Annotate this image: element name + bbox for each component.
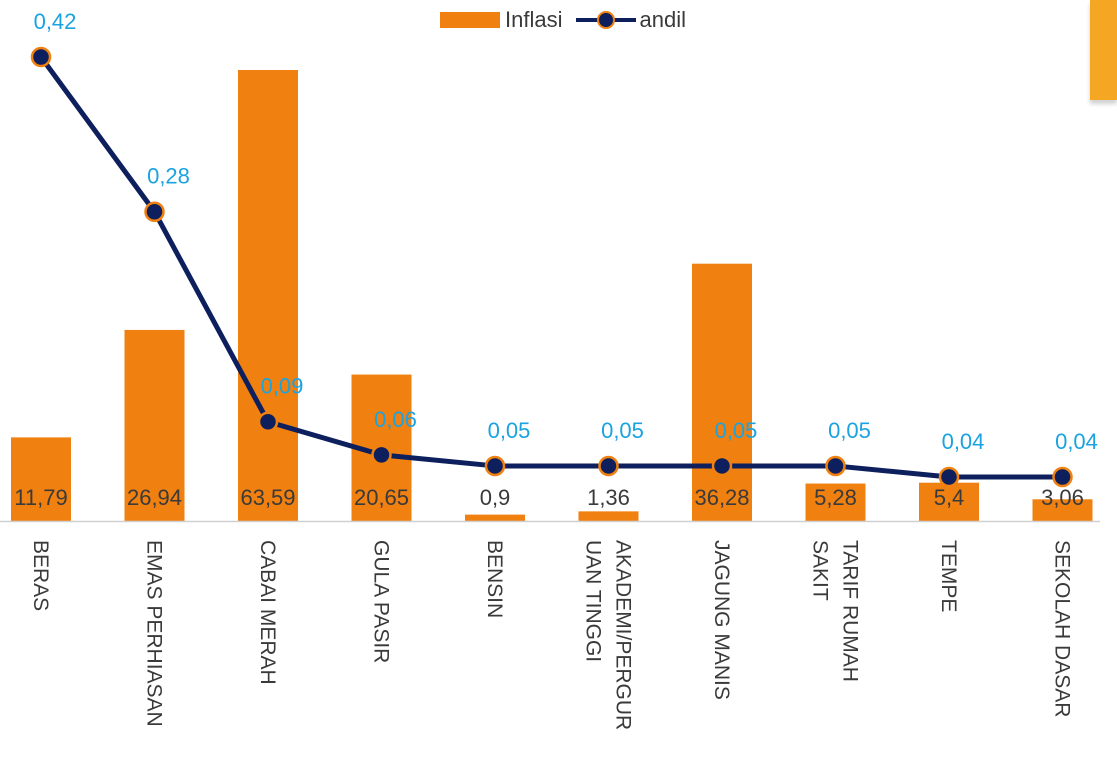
bar-value-label: 0,9 [480, 485, 511, 510]
chart-legend: Inflasi andil [440, 5, 700, 35]
line-value-label: 0,05 [828, 418, 871, 443]
x-tick-label: CABAI MERAH [256, 540, 279, 685]
x-tick-label: AKADEMI/PERGUR [612, 540, 635, 730]
legend-bar-swatch [440, 12, 500, 28]
bar-inflasi [124, 329, 185, 521]
line-marker-andil [1052, 466, 1073, 488]
x-tick-label: BENSIN [483, 540, 506, 618]
line-value-label: 0,09 [261, 374, 304, 399]
x-tick-label: GULA PASIR [370, 540, 393, 663]
line-marker-andil [711, 455, 733, 477]
x-tick-label: TARIF RUMAH [839, 540, 862, 682]
bar-value-label: 5,4 [934, 485, 965, 510]
line-value-label: 0,05 [715, 418, 758, 443]
line-marker-andil [938, 466, 960, 488]
bar-inflasi [1032, 499, 1093, 521]
legend-line-swatch [576, 10, 637, 30]
line-marker-andil [257, 411, 279, 432]
bar-inflasi [805, 483, 866, 521]
x-tick-label: TEMPE [937, 540, 960, 612]
line-value-label: 0,42 [34, 9, 77, 34]
bar-value-label: 36,28 [694, 485, 749, 510]
line-value-label: 0,05 [488, 418, 531, 443]
line-marker-andil [144, 201, 165, 222]
corner-tab-decoration [1090, 0, 1117, 100]
line-marker-andil [825, 455, 846, 477]
x-tick-label: SEKOLAH DASAR [1051, 540, 1074, 717]
bar-value-label: 11,79 [14, 485, 67, 510]
legend-item-andil: andil [576, 7, 686, 33]
bar-value-label: 26,94 [127, 485, 182, 510]
bar-inflasi [919, 482, 979, 521]
bar-inflasi [238, 70, 298, 521]
line-value-label: 0,28 [147, 164, 190, 189]
bar-inflasi [578, 511, 639, 521]
bar-inflasi [465, 514, 525, 521]
x-tick-label: UAN TINGGI [582, 540, 605, 662]
bar-value-label: 5,28 [814, 485, 857, 510]
line-marker-andil [30, 46, 52, 68]
line-marker-andil [598, 455, 619, 477]
line-value-label: 0,04 [942, 429, 985, 454]
legend-label-inflasi: Inflasi [505, 7, 563, 32]
bar-value-label: 20,65 [354, 485, 409, 510]
line-marker-andil [484, 455, 506, 477]
line-andil [38, 55, 1063, 480]
x-tick-label: JAGUNG MANIS [710, 540, 733, 700]
bar-value-label: 3,06 [1041, 485, 1084, 510]
x-tick-label: EMAS PERHIASAN [143, 540, 166, 727]
line-value-label: 0,04 [1055, 429, 1098, 454]
legend-label-andil: andil [639, 7, 686, 32]
bar-inflasi [692, 263, 752, 521]
line-marker-andil [371, 444, 392, 466]
line-value-label: 0,06 [374, 407, 417, 432]
x-tick-label: SAKIT [809, 540, 832, 601]
bar-inflasi [11, 437, 71, 521]
bar-value-label: 63,59 [240, 485, 295, 510]
bar-value-label: 1,36 [587, 485, 630, 510]
x-tick-label: BERAS [29, 540, 52, 611]
legend-item-inflasi: Inflasi [440, 7, 562, 33]
line-value-label: 0,05 [601, 418, 644, 443]
